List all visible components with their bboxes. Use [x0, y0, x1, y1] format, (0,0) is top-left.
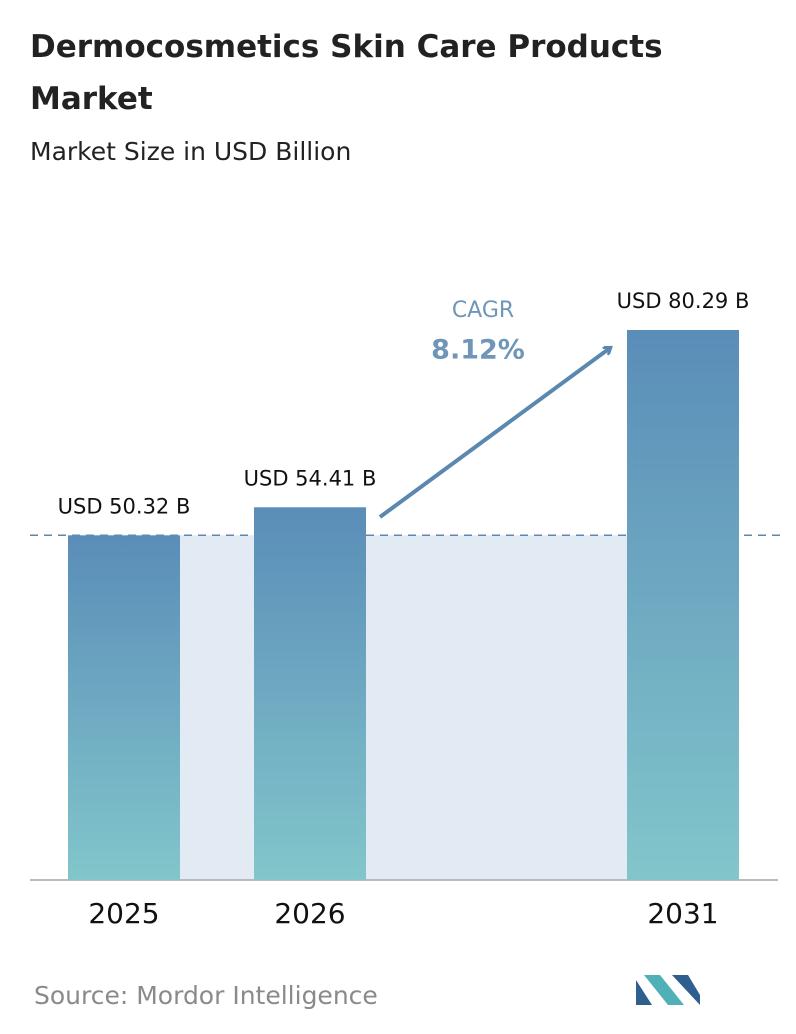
shaded-region: [180, 535, 627, 880]
chart-title: Dermocosmetics Skin Care Products Market: [30, 29, 663, 117]
cagr-label: CAGR: [452, 298, 514, 323]
logo: [636, 975, 700, 1005]
chart-subtitle: Market Size in USD Billion: [30, 137, 351, 166]
cagr-value: 8.12%: [431, 335, 525, 366]
value-label: USD 54.41 B: [244, 466, 377, 490]
bar: [254, 507, 366, 880]
bar: [68, 535, 180, 880]
x-tick-label: 2026: [274, 897, 345, 930]
source: Source: Mordor Intelligence: [34, 981, 378, 1010]
x-tick-label: 2025: [88, 897, 159, 930]
value-label: USD 80.29 B: [617, 289, 750, 313]
cagr-arrow: [378, 348, 610, 519]
x-tick-label: 2031: [647, 897, 718, 930]
value-label: USD 50.32 B: [58, 494, 191, 518]
bar: [627, 330, 739, 880]
